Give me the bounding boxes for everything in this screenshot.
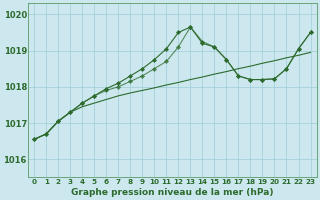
X-axis label: Graphe pression niveau de la mer (hPa): Graphe pression niveau de la mer (hPa)	[71, 188, 274, 197]
